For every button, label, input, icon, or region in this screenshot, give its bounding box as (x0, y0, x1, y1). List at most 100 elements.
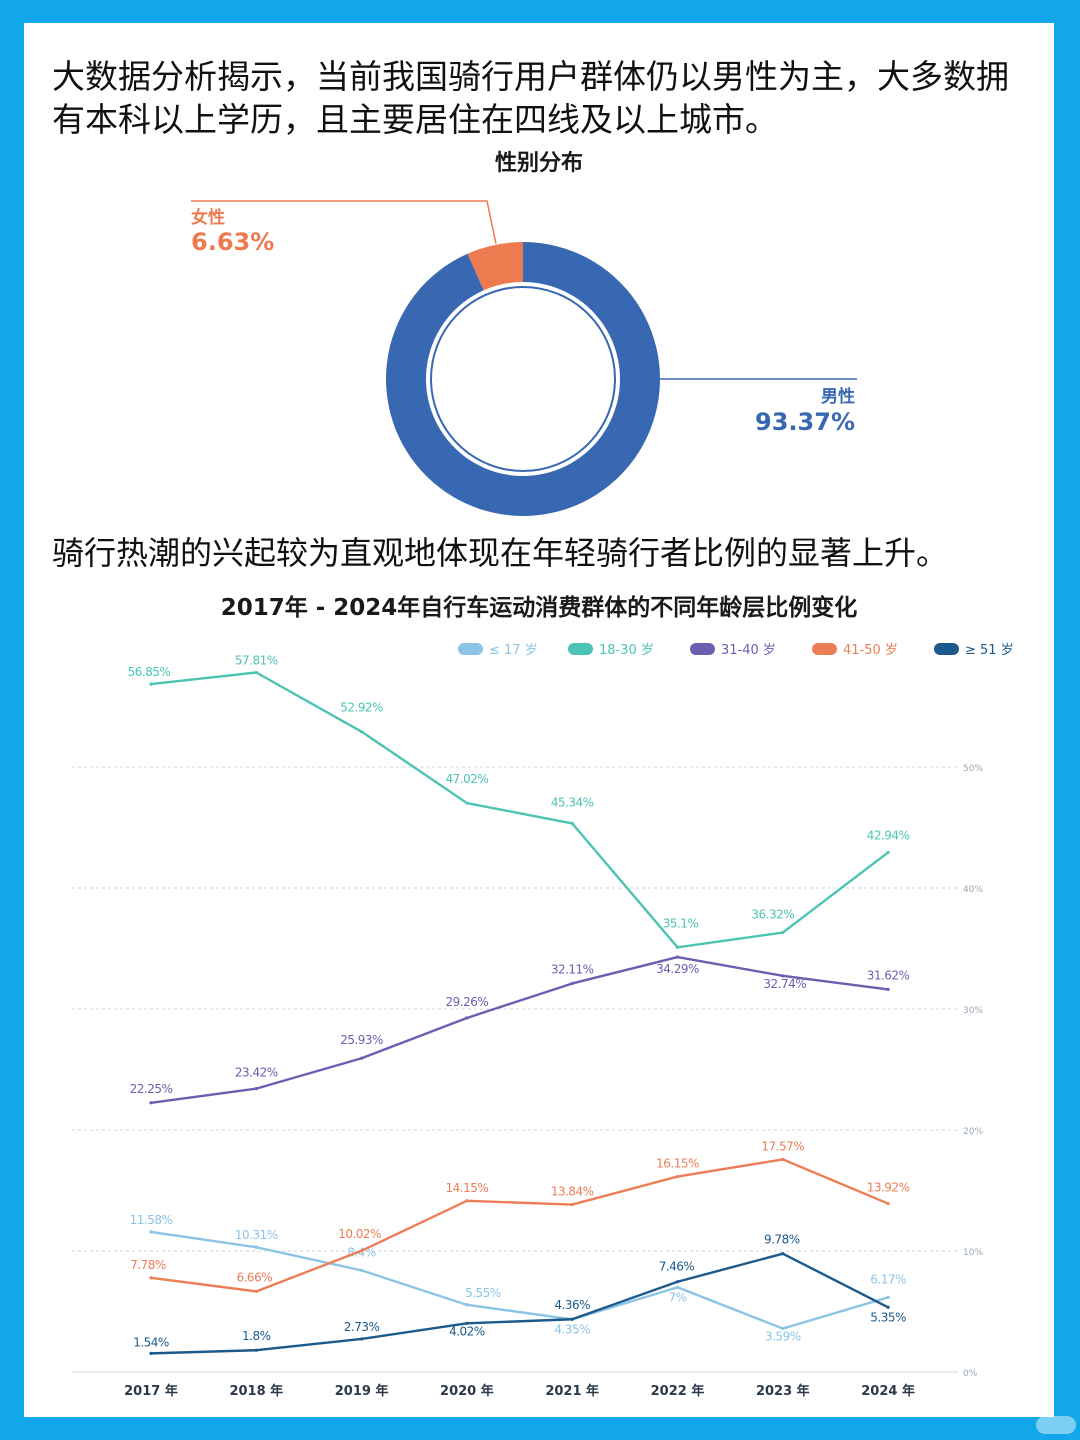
data-label: 32.74% (763, 977, 806, 991)
line-chart-title: 2017年 - 2024年自行车运动消费群体的不同年龄层比例变化 (220, 595, 858, 621)
data-point (570, 981, 574, 986)
x-tick-label: 2022 年 (651, 1383, 705, 1399)
data-point (254, 1348, 258, 1352)
data-point (781, 974, 785, 978)
series-line-2 (150, 955, 889, 1104)
data-point (675, 1280, 680, 1284)
male-value-label: 93.37% (755, 408, 855, 436)
data-point (465, 1199, 469, 1203)
data-point (570, 1202, 574, 1207)
data-label: 42.94% (867, 828, 910, 842)
data-label: 45.34% (551, 795, 594, 809)
data-label: 22.25% (130, 1082, 173, 1096)
data-point (149, 1276, 153, 1280)
data-label: 36.32% (751, 908, 794, 922)
x-tick-label: 2021 年 (545, 1383, 599, 1399)
data-label: 7.46% (659, 1260, 695, 1274)
data-label: 8.4% (347, 1245, 376, 1259)
data-point (570, 1317, 574, 1321)
data-point (886, 1305, 890, 1309)
y-tick-label: 30% (963, 1006, 983, 1016)
data-point (781, 1326, 785, 1331)
data-point (360, 1268, 364, 1272)
data-point (360, 1337, 364, 1341)
data-point (465, 1303, 469, 1307)
y-tick-label: 10% (963, 1248, 983, 1258)
data-label: 32.11% (551, 962, 594, 976)
data-point (149, 1351, 153, 1355)
data-point (886, 850, 890, 855)
data-point (360, 1249, 364, 1253)
data-point (465, 1016, 469, 1020)
data-point (254, 670, 258, 675)
data-label: 35.1% (663, 916, 699, 930)
legend-swatch (458, 643, 483, 655)
data-point (781, 1157, 785, 1162)
data-point (886, 987, 890, 991)
data-label: 7% (668, 1290, 686, 1304)
legend-label: 31-40 岁 (721, 643, 776, 658)
data-label: 2.73% (344, 1320, 380, 1334)
data-label: 47.02% (446, 772, 489, 786)
data-label: 29.26% (446, 995, 489, 1009)
x-tick-label: 2017 年 (124, 1383, 178, 1399)
legend-label: 18-30 岁 (599, 643, 654, 658)
data-label: 23.42% (235, 1066, 278, 1080)
data-label: 4.02% (449, 1324, 485, 1338)
x-tick-label: 2020 年 (440, 1383, 494, 1399)
x-tick-label: 2023 年 (756, 1383, 810, 1399)
y-tick-label: 20% (963, 1127, 983, 1137)
data-label: 3.59% (765, 1330, 801, 1344)
data-point (675, 945, 680, 949)
series-line-3 (150, 1158, 889, 1293)
data-label: 5.55% (465, 1286, 501, 1300)
data-point (149, 682, 153, 686)
data-point (254, 1245, 258, 1249)
legend-swatch (568, 643, 593, 655)
data-point (886, 1295, 890, 1299)
donut-inner-ring (430, 286, 616, 472)
donut-slice-1 (467, 242, 523, 291)
data-label: 52.92% (340, 701, 383, 715)
data-point (465, 801, 469, 805)
data-label: 14.15% (446, 1181, 489, 1195)
data-label: 10.02% (338, 1227, 381, 1241)
data-label: 6.66% (236, 1270, 272, 1284)
data-label: 13.84% (551, 1185, 594, 1199)
data-point (886, 1201, 890, 1206)
pie-chart-title: 性别分布 (494, 151, 583, 176)
male-label: 男性 (821, 386, 855, 407)
female-leader-line (191, 200, 497, 245)
data-label: 17.57% (761, 1139, 804, 1153)
legend-swatch (812, 643, 837, 655)
data-point (781, 930, 785, 935)
data-point (675, 1174, 680, 1179)
data-label: 4.35% (554, 1322, 590, 1336)
series-line-0 (150, 1230, 889, 1330)
data-point (149, 1230, 153, 1234)
data-label: 11.58% (130, 1213, 173, 1227)
data-point (465, 1321, 469, 1325)
data-label: 5.35% (870, 1310, 906, 1324)
legend-label: ≤ 17 岁 (489, 643, 538, 658)
data-label: 25.93% (340, 1033, 383, 1047)
data-label: 16.15% (656, 1157, 699, 1171)
data-label: 34.29% (656, 962, 699, 976)
data-label: 6.17% (870, 1272, 906, 1286)
intro-paragraph: 大数据分析揭示，当前我国骑行用户群体仍以男性为主，大多数拥有本科以上学历，且主要… (52, 57, 1009, 139)
data-label: 1.54% (133, 1335, 169, 1349)
legend-swatch (934, 643, 959, 655)
data-label: 13.92% (867, 1181, 910, 1195)
female-value-label: 6.63% (191, 228, 274, 256)
data-point (360, 1056, 364, 1060)
y-tick-label: 40% (963, 885, 983, 895)
x-tick-label: 2019 年 (335, 1383, 389, 1399)
data-point (570, 821, 574, 825)
series-line-1 (150, 671, 889, 949)
data-label: 10.31% (235, 1228, 278, 1242)
y-tick-label: 50% (963, 764, 983, 774)
data-label: 9.78% (764, 1233, 800, 1247)
legend-label: ≥ 51 岁 (965, 643, 1014, 658)
data-point (675, 1285, 680, 1289)
